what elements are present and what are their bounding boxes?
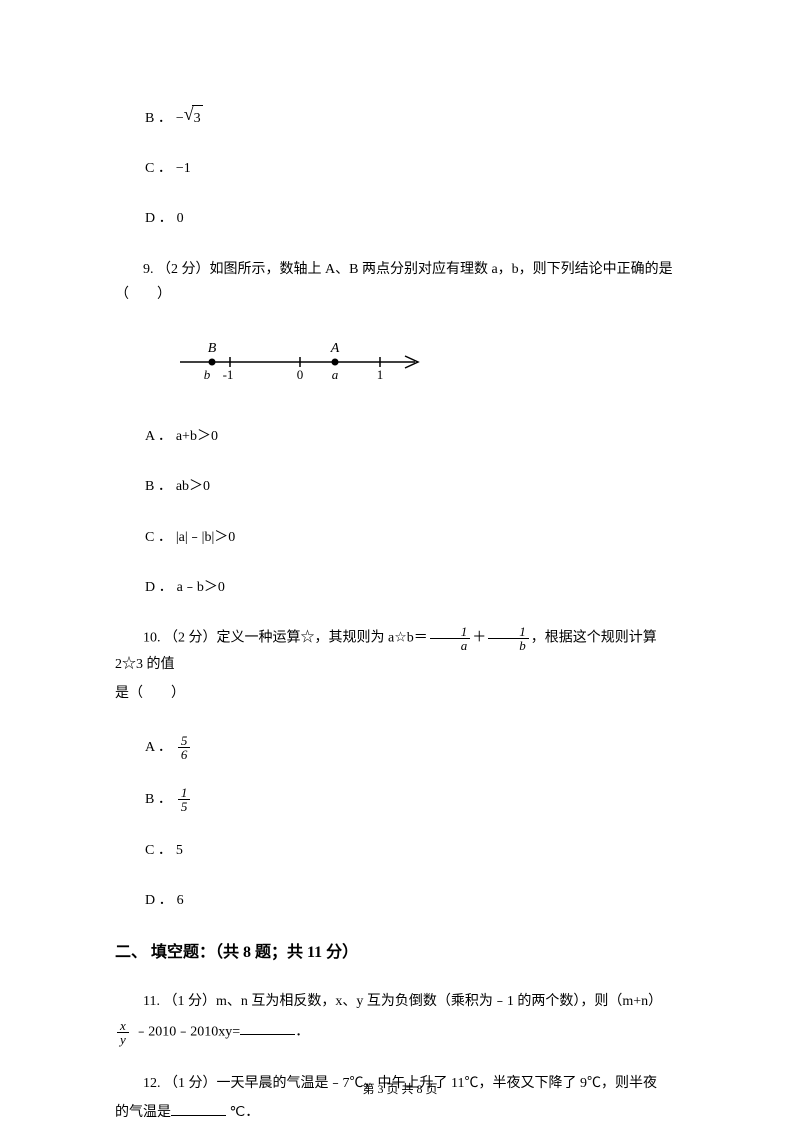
q10-line2: 是（ ） — [115, 681, 685, 706]
q9-option-c: C ． |a|﹣|b|＞0 — [145, 525, 685, 550]
option-label: D ． — [145, 206, 173, 231]
option-text: |a|﹣|b|＞0 — [176, 525, 235, 550]
option-label: A ． — [145, 735, 172, 760]
q12-suffix: ℃． — [226, 1105, 259, 1120]
q9-text: 9. （2 分）如图所示，数轴上 A、B 两点分别对应有理数 a，b，则下列结论… — [115, 257, 685, 307]
q10-option-d: D ． 6 — [145, 888, 685, 913]
option-text: 6 — [177, 888, 184, 913]
sqrt-expression: √ 3 — [184, 105, 203, 131]
q10-option-c: C ． 5 — [145, 838, 685, 863]
option-label: C ． — [145, 156, 172, 181]
q11-end: ． — [295, 1024, 309, 1039]
fraction-5-6: 5 6 — [178, 734, 191, 761]
option-text: a﹣b＞0 — [177, 575, 225, 600]
option-label: C ． — [145, 838, 172, 863]
fraction-x-y: x y — [117, 1019, 129, 1046]
q8-option-b: B ． − √ 3 — [145, 105, 685, 131]
label-neg1: -1 — [223, 367, 234, 382]
number-line-diagram: B A b -1 0 a 1 — [170, 332, 685, 396]
label-b: b — [204, 367, 211, 382]
option-label: D ． — [145, 888, 173, 913]
option-label: A ． — [145, 424, 172, 449]
page-footer: 第 3 页 共 8 页 — [0, 1080, 800, 1097]
option-label: B ． — [145, 106, 172, 131]
fraction-1b: 1b — [488, 625, 529, 652]
label-zero: 0 — [297, 367, 304, 382]
q11-line1: 11. （1 分）m、n 互为相反数，x、y 互为负倒数（乘积为﹣1 的两个数）… — [115, 989, 685, 1014]
q10-option-a: A ． 5 6 — [145, 734, 685, 761]
q9-option-b: B ． ab＞0 — [145, 474, 685, 499]
negative-sign: − — [176, 106, 184, 131]
option-text: a+b＞0 — [176, 424, 218, 449]
point-a-label: A — [330, 341, 340, 356]
q11-mid: ﹣2010﹣2010xy= — [131, 1024, 240, 1039]
label-a: a — [332, 367, 339, 382]
fraction-1a: 1a — [430, 625, 471, 652]
q8-option-c: C ． −1 — [145, 156, 685, 181]
q8-option-d: D ． 0 — [145, 206, 685, 231]
blank-fill — [171, 1102, 226, 1116]
blank-fill — [240, 1021, 295, 1035]
q11-line2: x y ﹣2010﹣2010xy= ． — [115, 1019, 685, 1046]
option-label: C ． — [145, 525, 172, 550]
point-b-label: B — [208, 341, 217, 356]
option-label: B ． — [145, 474, 172, 499]
q9-option-d: D ． a﹣b＞0 — [145, 575, 685, 600]
fraction-1-5: 1 5 — [178, 786, 191, 813]
option-label: D ． — [145, 575, 173, 600]
sqrt-content: 3 — [192, 105, 203, 131]
q9-option-a: A ． a+b＞0 — [145, 424, 685, 449]
option-text: 0 — [177, 206, 184, 231]
q12-prefix: 的气温是 — [115, 1105, 171, 1120]
plus: ＋ — [472, 631, 486, 646]
option-text: −1 — [176, 156, 191, 181]
q10-prefix: 10. （2 分）定义一种运算☆，其规则为 a☆b＝ — [143, 631, 428, 646]
label-one: 1 — [377, 367, 384, 382]
option-label: B ． — [145, 787, 172, 812]
option-text: 5 — [176, 838, 183, 863]
option-text: ab＞0 — [176, 474, 210, 499]
q10-option-b: B ． 1 5 — [145, 786, 685, 813]
section-2-title: 二、 填空题：（共 8 题；共 11 分） — [115, 939, 685, 968]
q10-text: 10. （2 分）定义一种运算☆，其规则为 a☆b＝1a＋1b，根据这个规则计算… — [115, 625, 685, 677]
q12-line2: 的气温是 ℃． — [115, 1100, 685, 1125]
